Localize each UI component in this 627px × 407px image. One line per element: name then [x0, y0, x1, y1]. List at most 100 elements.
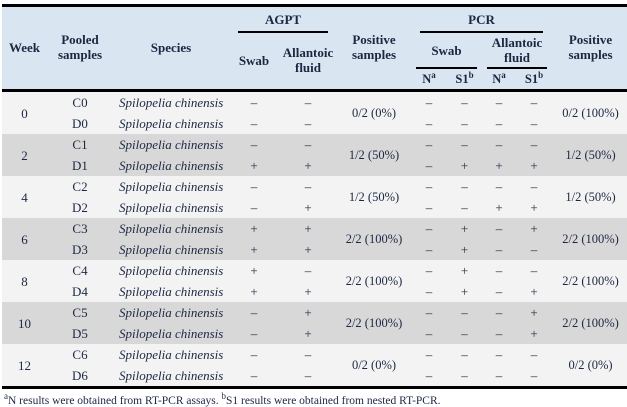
- table-row: 4 C2 Spilopelia chinensis – – 1/2 (50%) …: [2, 176, 627, 218]
- cell-agpt-swab: +: [229, 239, 279, 260]
- cell-pcr-fluid-s1: +: [516, 197, 553, 218]
- cell-pcr-fluid-n: –: [482, 176, 516, 197]
- cell-pcr-fluid-s1: –: [516, 365, 553, 388]
- cell-pcr-swab-s1: +: [447, 239, 482, 260]
- cell-week: 8: [2, 260, 47, 302]
- footnote-text-b: S1 results were obtained from nested RT-…: [226, 395, 441, 407]
- header-n-label: N: [492, 72, 502, 86]
- cell-species: Spilopelia chinensis: [113, 239, 229, 260]
- cell-pooled-sample: C0: [47, 90, 113, 113]
- table-row: D4 Spilopelia chinensis + + – + – +: [2, 281, 627, 302]
- cell-agpt-swab: –: [229, 90, 279, 113]
- cell-pcr-swab-s1: +: [447, 281, 482, 302]
- cell-pcr-fluid-s1: +: [516, 302, 553, 323]
- cell-species: Spilopelia chinensis: [113, 302, 229, 323]
- table-row: 2 C1 Spilopelia chinensis – – 1/2 (50%) …: [2, 134, 627, 176]
- cell-week: 6: [2, 218, 47, 260]
- cell-species: Spilopelia chinensis: [113, 113, 229, 134]
- cell-pcr-swab-n: –: [411, 302, 447, 323]
- cell-pcr-swab-s1: +: [447, 218, 482, 239]
- cell-agpt-swab: –: [229, 176, 279, 197]
- cell-pcr-fluid-n: –: [482, 323, 516, 344]
- cell-pcr-positive: 0/2 (0%): [552, 344, 627, 388]
- cell-pcr-positive: 1/2 (50%): [552, 134, 627, 176]
- table-header: Week Pooled samples Species AGPT Positiv…: [2, 5, 627, 91]
- cell-week: 0: [2, 90, 47, 134]
- cell-pcr-swab-n: –: [411, 90, 447, 113]
- cell-species: Spilopelia chinensis: [113, 90, 229, 113]
- cell-pcr-fluid-n: –: [482, 218, 516, 239]
- header-n-superscript: a: [431, 69, 436, 80]
- cell-agpt-positive: 1/2 (50%): [337, 176, 411, 218]
- cell-pooled-sample: C4: [47, 260, 113, 281]
- cell-pcr-swab-s1: –: [447, 344, 482, 365]
- results-table: Week Pooled samples Species AGPT Positiv…: [2, 4, 627, 389]
- header-pcr-swab-n: Na: [411, 69, 447, 91]
- cell-pcr-swab-s1: –: [447, 197, 482, 218]
- cell-pcr-fluid-n: +: [482, 197, 516, 218]
- table-row: D1 Spilopelia chinensis + + – + + +: [2, 155, 627, 176]
- cell-agpt-fluid: +: [279, 197, 337, 218]
- cell-pcr-fluid-s1: +: [516, 218, 553, 239]
- cell-agpt-swab: –: [229, 134, 279, 155]
- cell-agpt-fluid: –: [279, 134, 337, 155]
- table-row: 12 C6 Spilopelia chinensis – – 0/2 (0%) …: [2, 344, 627, 388]
- cell-pcr-swab-n: –: [411, 113, 447, 134]
- cell-pcr-swab-s1: –: [447, 176, 482, 197]
- table-row: D5 Spilopelia chinensis – + – – – +: [2, 323, 627, 344]
- cell-pcr-fluid-s1: –: [516, 134, 553, 155]
- cell-agpt-fluid: +: [279, 218, 337, 239]
- cell-pcr-swab-s1: –: [447, 365, 482, 388]
- cell-pooled-sample: D4: [47, 281, 113, 302]
- footnote-superscript-a: a: [4, 391, 8, 402]
- table-row: 6 C3 Spilopelia chinensis + + 2/2 (100%)…: [2, 218, 627, 260]
- table-row: D0 Spilopelia chinensis – – – – – –: [2, 113, 627, 134]
- cell-pcr-fluid-s1: +: [516, 281, 553, 302]
- cell-pcr-fluid-n: –: [482, 344, 516, 365]
- header-species: Species: [113, 5, 229, 91]
- cell-agpt-fluid: –: [279, 344, 337, 365]
- header-n-label: N: [422, 72, 432, 86]
- table-row: D3 Spilopelia chinensis + + – + – –: [2, 239, 627, 260]
- cell-pcr-swab-n: –: [411, 260, 447, 281]
- cell-agpt-positive: 2/2 (100%): [337, 302, 411, 344]
- cell-week: 2: [2, 134, 47, 176]
- header-agpt: AGPT: [229, 5, 337, 33]
- cell-agpt-fluid: –: [279, 90, 337, 113]
- cell-week: 12: [2, 344, 47, 388]
- cell-pooled-sample: D3: [47, 239, 113, 260]
- cell-pcr-swab-n: –: [411, 281, 447, 302]
- header-pcr-positive-samples: Positive samples: [552, 5, 627, 91]
- cell-pcr-fluid-s1: +: [516, 323, 553, 344]
- cell-species: Spilopelia chinensis: [113, 218, 229, 239]
- cell-species: Spilopelia chinensis: [113, 281, 229, 302]
- cell-pcr-fluid-s1: +: [516, 155, 553, 176]
- cell-pcr-fluid-n: –: [482, 90, 516, 113]
- cell-pcr-swab-s1: –: [447, 134, 482, 155]
- header-n-superscript: a: [501, 69, 506, 80]
- cell-pooled-sample: D0: [47, 113, 113, 134]
- cell-agpt-fluid: +: [279, 281, 337, 302]
- header-s1-superscript: b: [468, 69, 474, 80]
- cell-agpt-swab: +: [229, 260, 279, 281]
- cell-pooled-sample: C2: [47, 176, 113, 197]
- cell-agpt-fluid: –: [279, 260, 337, 281]
- header-s1-label: S1: [524, 72, 539, 86]
- cell-species: Spilopelia chinensis: [113, 323, 229, 344]
- cell-agpt-positive: 2/2 (100%): [337, 218, 411, 260]
- cell-species: Spilopelia chinensis: [113, 134, 229, 155]
- header-pcr-swab: Swab: [411, 33, 482, 69]
- cell-species: Spilopelia chinensis: [113, 197, 229, 218]
- cell-species: Spilopelia chinensis: [113, 155, 229, 176]
- table-row: D2 Spilopelia chinensis – + – – + +: [2, 197, 627, 218]
- cell-pcr-fluid-s1: –: [516, 90, 553, 113]
- cell-agpt-positive: 0/2 (0%): [337, 90, 411, 134]
- header-pcr-fluid-s1: S1b: [516, 69, 553, 91]
- table-body: 0 C0 Spilopelia chinensis – – 0/2 (0%) –…: [2, 90, 627, 388]
- cell-pcr-fluid-n: –: [482, 302, 516, 323]
- header-pcr-allantoic-fluid: Allantoic fluid: [482, 33, 553, 69]
- cell-agpt-swab: –: [229, 302, 279, 323]
- header-pcr-fluid-n: Na: [482, 69, 516, 91]
- cell-pcr-swab-n: –: [411, 365, 447, 388]
